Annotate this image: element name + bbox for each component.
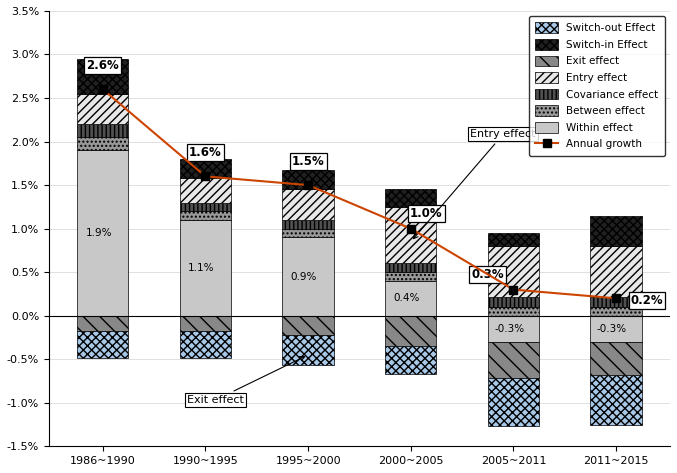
Bar [590,315,642,342]
Bar [385,263,437,272]
Bar [282,228,334,237]
Bar [590,216,642,246]
Text: 0.4%: 0.4% [393,293,420,303]
Bar [282,170,334,190]
Text: Entry effect: Entry effect [414,129,536,239]
Bar [77,94,129,124]
Bar [385,281,437,315]
Text: 1.1%: 1.1% [188,263,215,273]
Legend: Switch-out Effect, Switch-in Effect, Exit effect, Entry effect, Covariance effec: Switch-out Effect, Switch-in Effect, Exi… [529,16,665,156]
Text: -0.3%: -0.3% [494,324,525,334]
Bar [385,346,437,374]
Bar [385,315,437,346]
Bar [180,211,231,220]
Bar [385,272,437,281]
Bar [77,315,129,332]
Text: 1.9%: 1.9% [85,228,112,238]
Text: 1.5%: 1.5% [292,155,324,168]
Text: 1.0%: 1.0% [410,207,443,220]
Text: 0.9%: 0.9% [291,272,318,281]
Bar [282,335,334,365]
Bar [180,178,231,202]
Bar [385,207,437,263]
Bar [77,59,129,94]
Text: 0.2%: 0.2% [631,294,663,307]
Bar [180,220,231,315]
Bar [77,150,129,315]
Text: 0.3%: 0.3% [471,268,504,281]
Bar [488,233,539,246]
Text: 2.6%: 2.6% [87,59,119,72]
Bar [180,332,231,358]
Bar [590,297,642,307]
Text: 1.6%: 1.6% [189,146,222,159]
Bar [180,315,231,332]
Bar [180,202,231,211]
Bar [488,315,539,342]
Bar [282,190,334,220]
Bar [590,375,642,425]
Bar [77,332,129,358]
Bar [282,220,334,228]
Bar [488,378,539,426]
Bar [488,307,539,315]
Bar [77,124,129,137]
Bar [385,190,437,207]
Bar [282,237,334,315]
Text: Exit effect: Exit effect [188,357,305,405]
Text: -0.3%: -0.3% [597,324,627,334]
Bar [488,246,539,297]
Bar [282,315,334,335]
Bar [590,246,642,297]
Bar [488,342,539,378]
Bar [488,297,539,307]
Bar [590,307,642,315]
Bar [590,342,642,375]
Bar [180,159,231,178]
Bar [77,137,129,150]
